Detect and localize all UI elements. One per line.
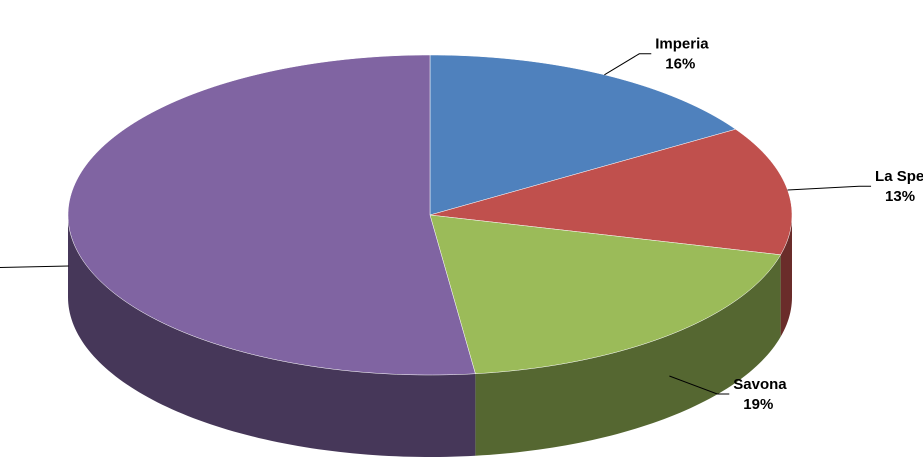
- slice-value-label: 16%: [665, 56, 695, 73]
- leader-line: [787, 185, 872, 191]
- leader-line: [669, 375, 730, 395]
- slice-value-label: 13%: [885, 188, 915, 205]
- slice-side: [475, 254, 781, 456]
- leader-line: [604, 53, 652, 76]
- slice: [67, 54, 476, 376]
- slice-label: Imperia: [655, 36, 709, 53]
- leader-line: [0, 265, 69, 268]
- slice-label: La Spezia: [875, 168, 923, 185]
- slice-side: [68, 215, 476, 457]
- slice-value-label: 19%: [743, 396, 773, 413]
- slice: [429, 128, 793, 256]
- slice-label: Savona: [733, 376, 787, 393]
- slice: [429, 214, 782, 374]
- slice: [429, 54, 737, 216]
- slice-side: [780, 215, 792, 337]
